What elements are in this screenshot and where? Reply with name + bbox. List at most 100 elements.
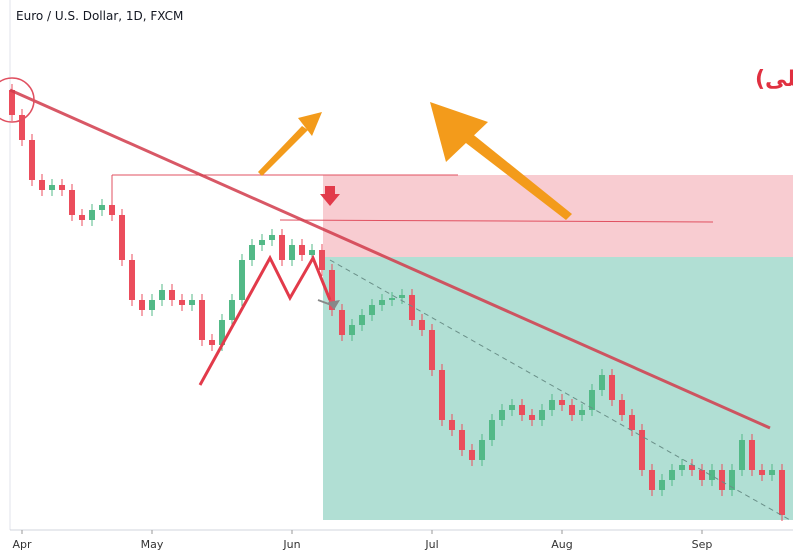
candle-body <box>59 185 65 190</box>
candle-body <box>639 430 645 470</box>
x-tick-label: Sep <box>692 538 713 551</box>
candle-body <box>529 415 535 420</box>
candle-body <box>259 240 265 245</box>
candle-body <box>679 465 685 470</box>
candle-body <box>339 310 345 335</box>
zigzag <box>198 254 332 386</box>
circle-marker <box>0 77 35 123</box>
candle-body <box>379 300 385 305</box>
candle-body <box>159 290 165 300</box>
candle-body <box>499 410 505 420</box>
orange-arrow <box>258 126 308 176</box>
candle-body <box>149 300 155 310</box>
candle-body <box>439 370 445 420</box>
trend-line <box>9 88 771 430</box>
candle-body <box>329 270 335 310</box>
x-tick-label: May <box>141 538 164 551</box>
candle-body <box>29 140 35 180</box>
candle-body <box>449 420 455 430</box>
candle-body <box>539 410 545 420</box>
candle-body <box>119 215 125 260</box>
candle-body <box>359 315 365 325</box>
candle-body <box>429 330 435 370</box>
candle-body <box>169 290 175 300</box>
candle-body <box>619 400 625 415</box>
dashed-line <box>329 259 791 521</box>
x-tick-label: Apr <box>12 538 32 551</box>
x-tick-label: Aug <box>551 538 572 551</box>
down-arrow <box>320 186 340 206</box>
candle-body <box>459 430 465 450</box>
candle-body <box>659 480 665 490</box>
candle-body <box>79 215 85 220</box>
candle-body <box>509 405 515 410</box>
candle-body <box>389 298 395 300</box>
candle-body <box>769 470 775 475</box>
stop-zone <box>323 175 793 257</box>
candle-body <box>399 295 405 298</box>
candle-body <box>349 325 355 335</box>
candle-body <box>239 260 245 300</box>
candle-body <box>709 470 715 480</box>
candle-body <box>739 440 745 470</box>
candle-body <box>319 250 325 270</box>
candle-body <box>9 90 15 115</box>
gray-arrow-head <box>328 300 340 310</box>
candle-body <box>179 300 185 305</box>
candle-body <box>759 470 765 475</box>
candle-body <box>39 180 45 190</box>
orange-arrow <box>462 132 572 220</box>
x-tick-label: Jun <box>282 538 300 551</box>
x-tick-label: Jul <box>424 538 438 551</box>
chart-title: Euro / U.S. Dollar, 1D, FXCM <box>16 9 183 23</box>
candle-body <box>599 375 605 390</box>
candle-body <box>749 440 755 470</box>
candle-body <box>419 320 425 330</box>
candle-body <box>49 185 55 190</box>
candle-body <box>779 470 785 515</box>
candle-body <box>549 400 555 410</box>
candle-body <box>689 465 695 470</box>
candle-body <box>269 235 275 240</box>
candle-body <box>299 245 305 255</box>
candle-body <box>729 470 735 490</box>
candle-body <box>409 295 415 320</box>
candle-body <box>199 300 205 340</box>
candle-body <box>489 420 495 440</box>
candle-body <box>289 245 295 260</box>
candle-body <box>279 235 285 260</box>
annotation: گزینه های مناسب برای قرار دادن محل حد ضر… <box>755 65 793 92</box>
orange-arrow-head <box>430 102 488 162</box>
candle-body <box>129 260 135 300</box>
candle-body <box>469 450 475 460</box>
candle-body <box>309 250 315 255</box>
candle-body <box>99 205 105 210</box>
candle-body <box>649 470 655 490</box>
candle-body <box>219 320 225 345</box>
candle-body <box>229 300 235 320</box>
candle-body <box>579 410 585 415</box>
candle-body <box>559 400 565 405</box>
candles <box>9 84 785 521</box>
candle-body <box>249 245 255 260</box>
candle-body <box>519 405 525 415</box>
candle-body <box>699 470 705 480</box>
candle-body <box>139 300 145 310</box>
candle-body <box>209 340 215 345</box>
level-line <box>279 219 714 223</box>
candle-body <box>69 190 75 215</box>
candle-body <box>669 470 675 480</box>
candle-body <box>89 210 95 220</box>
candle-body <box>609 375 615 400</box>
candle-body <box>109 205 115 215</box>
candle-body <box>479 440 485 460</box>
candle-body <box>19 115 25 140</box>
orange-arrow-head <box>298 112 322 136</box>
candle-body <box>629 415 635 430</box>
candle-body <box>189 300 195 305</box>
candle-body <box>569 405 575 415</box>
candle-body <box>589 390 595 410</box>
candle-body <box>719 470 725 490</box>
candle-body <box>369 305 375 315</box>
